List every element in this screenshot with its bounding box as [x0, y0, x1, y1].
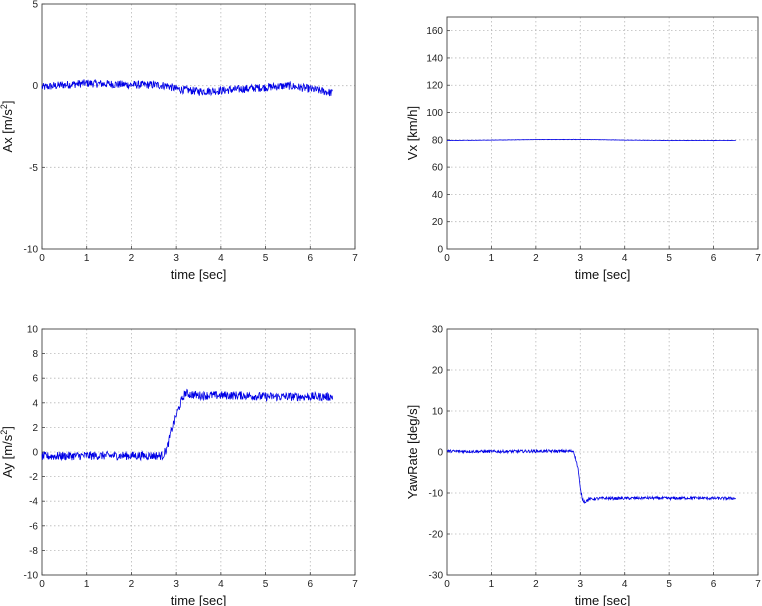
- x-tick-label: 0: [444, 579, 450, 590]
- chart-4: 0 1 2 3 4 5 6 7 -30 -20 -10 0 10 20 30 time [sec] YawRat…: [405, 325, 761, 606]
- x-tick-label: 7: [352, 253, 358, 264]
- x-tick-label: 2: [129, 253, 135, 264]
- y-axis-label-text: YawRate [deg/s]: [405, 405, 420, 499]
- x-tick-label: 0: [444, 253, 450, 264]
- y-axis-label-tail: ]: [0, 101, 15, 105]
- x-tick-label: 5: [263, 253, 269, 264]
- y-axis-label: YawRate [deg/s]: [405, 405, 420, 499]
- y-tick-label: 10: [432, 407, 444, 418]
- y-tick-label: -4: [29, 497, 38, 508]
- y-axis-label-superscript: 2: [0, 104, 9, 109]
- x-tick-label: 6: [308, 253, 314, 264]
- y-tick-label: 0: [437, 448, 443, 459]
- x-tick-label: 7: [352, 579, 358, 590]
- chart-2: 0 1 2 3 4 5 6 7 0 20 40 60 80 100 120 140 160 time [sec] V…: [405, 16, 761, 282]
- x-tick-label: 6: [308, 579, 314, 590]
- y-tick-label: 5: [32, 0, 38, 11]
- y-axis-label-superscript: 2: [0, 430, 9, 435]
- x-tick-label: 4: [622, 579, 628, 590]
- x-tick-label: 4: [622, 253, 628, 264]
- y-tick-label: 60: [432, 163, 444, 174]
- x-axis-label: time [sec]: [575, 593, 631, 606]
- x-tick-label: 1: [84, 253, 90, 264]
- plot-area: [42, 4, 355, 249]
- y-tick-label: 20: [432, 366, 444, 377]
- y-tick-label: -8: [29, 546, 38, 557]
- y-tick-label: 0: [32, 448, 38, 459]
- x-tick-label: 3: [578, 253, 584, 264]
- x-tick-label: 4: [218, 579, 224, 590]
- x-tick-label: 3: [173, 579, 179, 590]
- x-tick-label: 7: [755, 253, 761, 264]
- y-axis-label: Ax [m/s2]: [0, 101, 15, 153]
- series-line: [446, 448, 736, 504]
- x-tick-label: 1: [489, 253, 495, 264]
- y-tick-label: 6: [32, 374, 38, 385]
- y-tick-label: -10: [429, 489, 444, 500]
- y-axis-label: Vx [km/h]: [405, 106, 420, 160]
- x-tick-label: 2: [533, 253, 539, 264]
- y-axis-label-text: Ax [m/s: [0, 109, 15, 153]
- y-axis-label-text: Ay [m/s: [0, 434, 15, 478]
- y-tick-label: -10: [24, 245, 39, 256]
- x-tick-label: 7: [755, 579, 761, 590]
- plot-frame: [41, 3, 356, 250]
- x-tick-label: 5: [263, 579, 269, 590]
- plot-area: [447, 17, 758, 249]
- y-tick-label: 30: [432, 325, 444, 336]
- series-line: [41, 79, 333, 97]
- x-tick-label: 6: [711, 253, 717, 264]
- x-tick-label: 2: [533, 579, 539, 590]
- y-tick-label: 120: [426, 81, 443, 92]
- y-axis-label: Ay [m/s2]: [0, 426, 15, 478]
- y-tick-label: 2: [32, 423, 38, 434]
- plot-frame: [446, 16, 759, 250]
- y-tick-label: 80: [432, 135, 444, 146]
- y-tick-label: 160: [426, 26, 443, 37]
- x-tick-label: 0: [39, 253, 45, 264]
- x-axis-label: time [sec]: [171, 593, 227, 606]
- x-axis-label: time [sec]: [575, 267, 631, 282]
- x-tick-label: 1: [84, 579, 90, 590]
- y-tick-label: 10: [27, 325, 39, 336]
- x-tick-label: 1: [489, 579, 495, 590]
- y-tick-label: 4: [32, 398, 38, 409]
- y-tick-label: -20: [429, 530, 444, 541]
- y-tick-label: -6: [29, 521, 38, 532]
- x-axis-label: time [sec]: [171, 267, 227, 282]
- y-tick-label: 20: [432, 217, 444, 228]
- y-tick-label: -10: [24, 571, 39, 582]
- chart-3: 0 1 2 3 4 5 6 7 -10 -8 -6 -4 -2 0 2 4 6 8 10 time [sec] Ay […: [0, 325, 358, 606]
- y-tick-label: -2: [29, 472, 38, 483]
- series-line: [446, 138, 736, 142]
- y-tick-label: -5: [29, 163, 38, 174]
- y-axis-label-tail: ]: [0, 426, 15, 430]
- y-tick-label: 8: [32, 349, 38, 360]
- x-tick-label: 2: [129, 579, 135, 590]
- x-tick-label: 5: [666, 579, 672, 590]
- x-tick-label: 3: [173, 253, 179, 264]
- y-tick-label: -30: [429, 571, 444, 582]
- y-tick-label: 0: [32, 81, 38, 92]
- x-tick-label: 4: [218, 253, 224, 264]
- y-axis-label-text: Vx [km/h]: [405, 106, 420, 160]
- series-line: [41, 388, 334, 462]
- y-tick-label: 140: [426, 53, 443, 64]
- y-tick-label: 0: [437, 245, 443, 256]
- y-tick-label: 100: [426, 108, 443, 119]
- x-tick-label: 6: [711, 579, 717, 590]
- x-tick-label: 3: [578, 579, 584, 590]
- x-tick-label: 5: [666, 253, 672, 264]
- x-tick-label: 0: [39, 579, 45, 590]
- y-tick-label: 40: [432, 190, 444, 201]
